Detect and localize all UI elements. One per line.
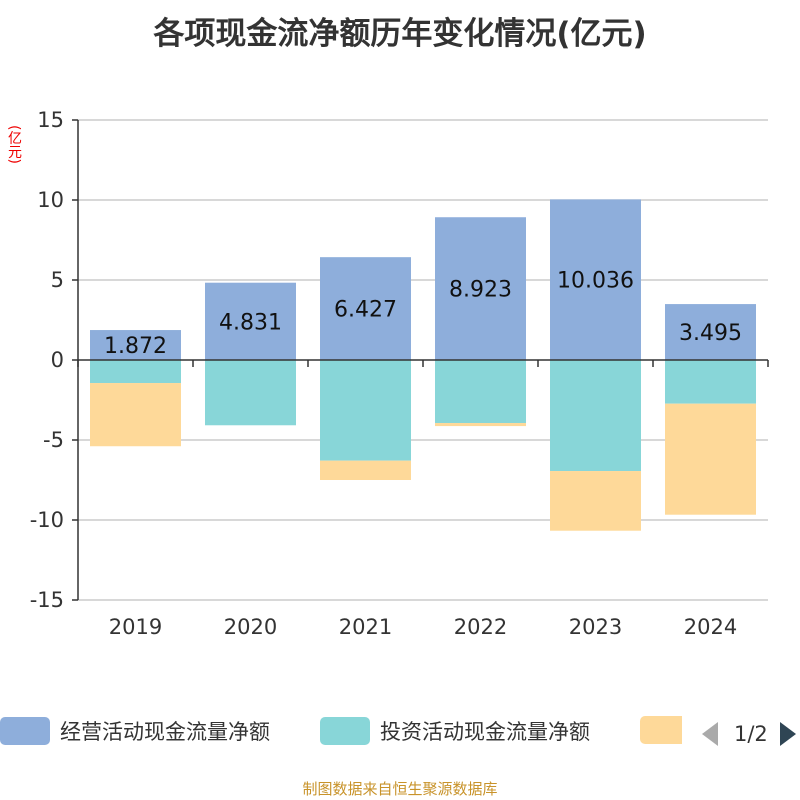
y-tick-label: 15 xyxy=(37,108,64,132)
legend-swatch xyxy=(640,716,682,744)
source-note: 制图数据来自恒生聚源数据库 xyxy=(302,780,498,798)
bar-segment xyxy=(320,360,411,461)
data-label: 4.831 xyxy=(219,310,282,335)
legend: 经营活动现金流量净额 投资活动现金流量净额 1/2 xyxy=(0,716,800,756)
data-label: 6.427 xyxy=(334,298,397,323)
bar-segment xyxy=(435,360,526,424)
data-label: 3.495 xyxy=(679,321,742,346)
x-tick-label: 2019 xyxy=(109,615,162,639)
legend-item-investing[interactable]: 投资活动现金流量净额 xyxy=(320,716,590,746)
y-axis-unit: (亿元) xyxy=(6,125,22,164)
legend-label: 经营活动现金流量净额 xyxy=(60,720,270,744)
bar-segment xyxy=(435,217,526,360)
legend-item-third[interactable] xyxy=(640,716,692,744)
bar-segment xyxy=(205,360,296,426)
x-tick-label: 2021 xyxy=(339,615,392,639)
x-tick-label: 2023 xyxy=(569,615,622,639)
bar-segment xyxy=(320,257,411,360)
bar-segment xyxy=(205,282,296,360)
x-tick-label: 2022 xyxy=(454,615,507,639)
bar-segment xyxy=(665,304,756,360)
y-tick-label: -5 xyxy=(43,428,64,452)
y-tick-label: 10 xyxy=(37,188,64,212)
legend-swatch xyxy=(320,717,370,745)
prev-page-icon[interactable] xyxy=(700,720,720,748)
legend-pager: 1/2 xyxy=(700,720,798,748)
x-tick-label: 2024 xyxy=(684,615,737,639)
bar-segment xyxy=(550,199,641,360)
bar-segment xyxy=(665,403,756,515)
bar-segment xyxy=(320,460,411,480)
data-label: 8.923 xyxy=(449,278,512,303)
bar-segment xyxy=(90,383,181,447)
bar-segment xyxy=(665,360,756,404)
data-label: 1.872 xyxy=(104,334,167,359)
y-tick-label: -15 xyxy=(30,588,64,612)
x-tick-label: 2020 xyxy=(224,615,277,639)
bar-segment xyxy=(90,360,181,384)
legend-label: 投资活动现金流量净额 xyxy=(380,720,590,744)
bar-segment xyxy=(435,423,526,427)
data-label: 10.036 xyxy=(557,269,634,294)
y-tick-label: -10 xyxy=(30,508,64,532)
bar-segment xyxy=(550,360,641,472)
legend-page-number: 1/2 xyxy=(734,722,768,746)
bar-segment xyxy=(550,471,641,531)
y-tick-label: 5 xyxy=(51,268,64,292)
legend-swatch xyxy=(0,717,50,745)
next-page-icon[interactable] xyxy=(778,720,798,748)
chart-title: 各项现金流净额历年变化情况(亿元) xyxy=(153,16,647,52)
bar-chart: 15 10 5 0 -5 -10 -15 1.872 2019 4.831 2020 6.427 202… xyxy=(30,108,769,639)
y-tick-label: 0 xyxy=(51,348,64,372)
legend-item-operating[interactable]: 经营活动现金流量净额 xyxy=(0,716,270,746)
bar-segment xyxy=(90,330,181,360)
